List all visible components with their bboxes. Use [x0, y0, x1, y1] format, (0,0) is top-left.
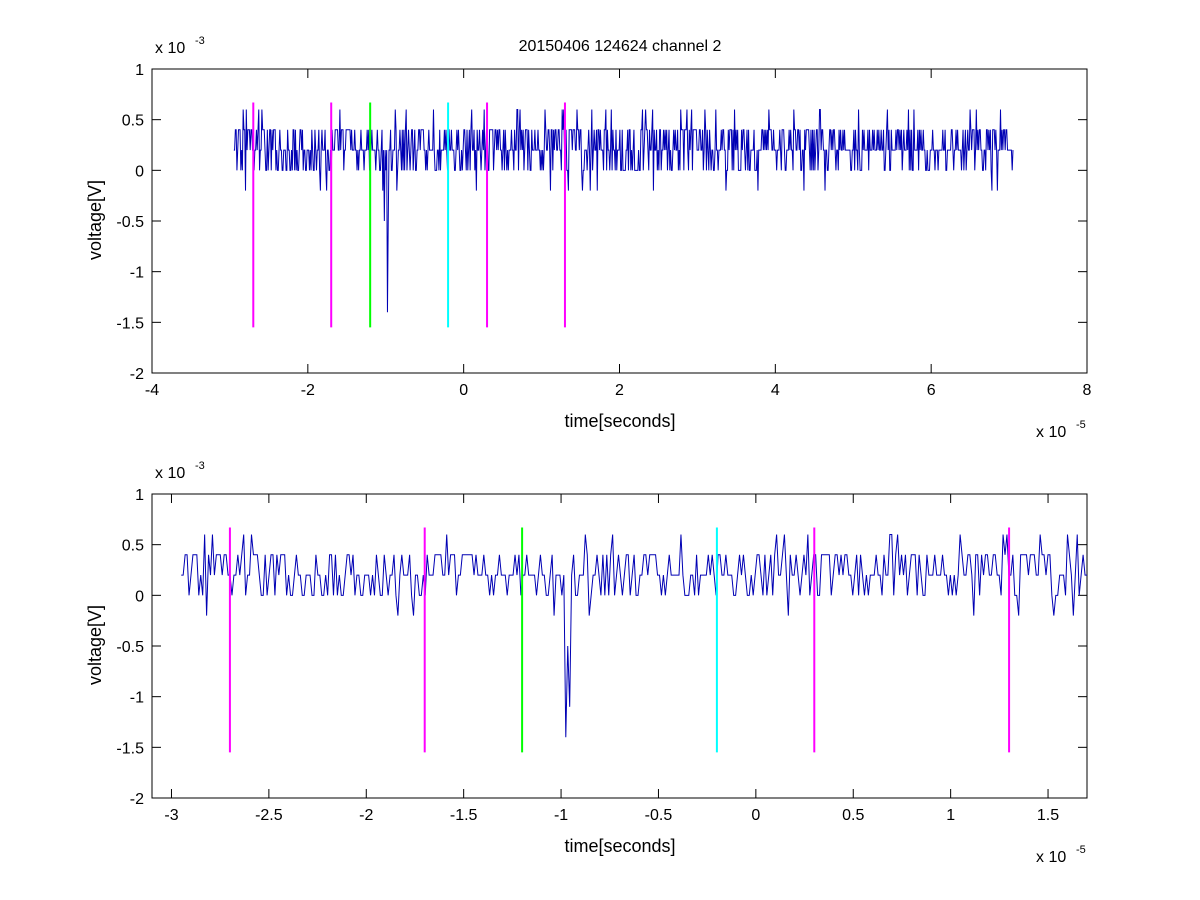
- y-multiplier-label: x 10: [155, 40, 185, 57]
- y-axis-label: voltage[V]: [85, 180, 105, 260]
- x-tick-label: -0.5: [645, 807, 673, 824]
- x-tick-label: 1: [946, 807, 955, 824]
- y-multiplier-label: x 10: [155, 465, 185, 482]
- voltage-trace: [181, 534, 1087, 738]
- y-tick-label: 0: [135, 588, 144, 605]
- y-tick-label: -0.5: [116, 214, 144, 231]
- y-tick-label: -1.5: [116, 315, 144, 332]
- x-axis-label: time[seconds]: [564, 411, 675, 431]
- x-tick-label: -1.5: [450, 807, 478, 824]
- x-multiplier-label: x 10: [1036, 849, 1066, 866]
- y-tick-label: 1: [135, 487, 144, 504]
- y-tick-label: -0.5: [116, 639, 144, 656]
- x-tick-label: 8: [1083, 382, 1092, 399]
- chart-title: 20150406 124624 channel 2: [519, 38, 722, 55]
- x-multiplier-label: x 10: [1036, 424, 1066, 441]
- y-tick-label: -1: [130, 265, 144, 282]
- x-tick-label: -2.5: [255, 807, 283, 824]
- y-multiplier-bottom: x 10 -3: [155, 460, 205, 482]
- y-tick-label: 0.5: [122, 538, 144, 555]
- x-multiplier-exponent: -5: [1076, 419, 1086, 431]
- x-tick-label: 0: [751, 807, 760, 824]
- x-tick-label: 1.5: [1037, 807, 1059, 824]
- y-axis-label: voltage[V]: [85, 605, 105, 685]
- x-tick-label: 4: [771, 382, 780, 399]
- y-tick-label: -2: [130, 791, 144, 808]
- x-tick-label: 0: [459, 382, 468, 399]
- y-tick-label: -2: [130, 366, 144, 383]
- x-tick-label: 6: [927, 382, 936, 399]
- y-multiplier-exponent: -3: [195, 35, 205, 47]
- y-multiplier-exponent: -3: [195, 460, 205, 472]
- voltage-trace: [233, 109, 1014, 313]
- y-tick-label: -1: [130, 690, 144, 707]
- x-tick-label: -2: [301, 382, 315, 399]
- subplot-bottom: x 10 -3 x 10 -5 time[seconds] voltage[V]…: [85, 460, 1088, 866]
- x-axis-label: time[seconds]: [564, 836, 675, 856]
- x-tick-label: 0.5: [842, 807, 864, 824]
- x-tick-label: 2: [615, 382, 624, 399]
- y-tick-label: -1.5: [116, 740, 144, 757]
- x-tick-label: -3: [164, 807, 178, 824]
- subplot-top: 20150406 124624 channel 2 x 10 -3 x 10 -…: [85, 35, 1092, 441]
- y-tick-label: 0.5: [122, 113, 144, 130]
- x-multiplier-exponent: -5: [1076, 844, 1086, 856]
- y-tick-label: 1: [135, 62, 144, 79]
- y-multiplier-top: x 10 -3: [155, 35, 205, 57]
- x-multiplier-bottom: x 10 -5: [1036, 844, 1086, 866]
- x-tick-label: -1: [554, 807, 568, 824]
- x-tick-label: -4: [145, 382, 159, 399]
- x-tick-label: -2: [359, 807, 373, 824]
- x-multiplier-top: x 10 -5: [1036, 419, 1086, 441]
- y-tick-label: 0: [135, 163, 144, 180]
